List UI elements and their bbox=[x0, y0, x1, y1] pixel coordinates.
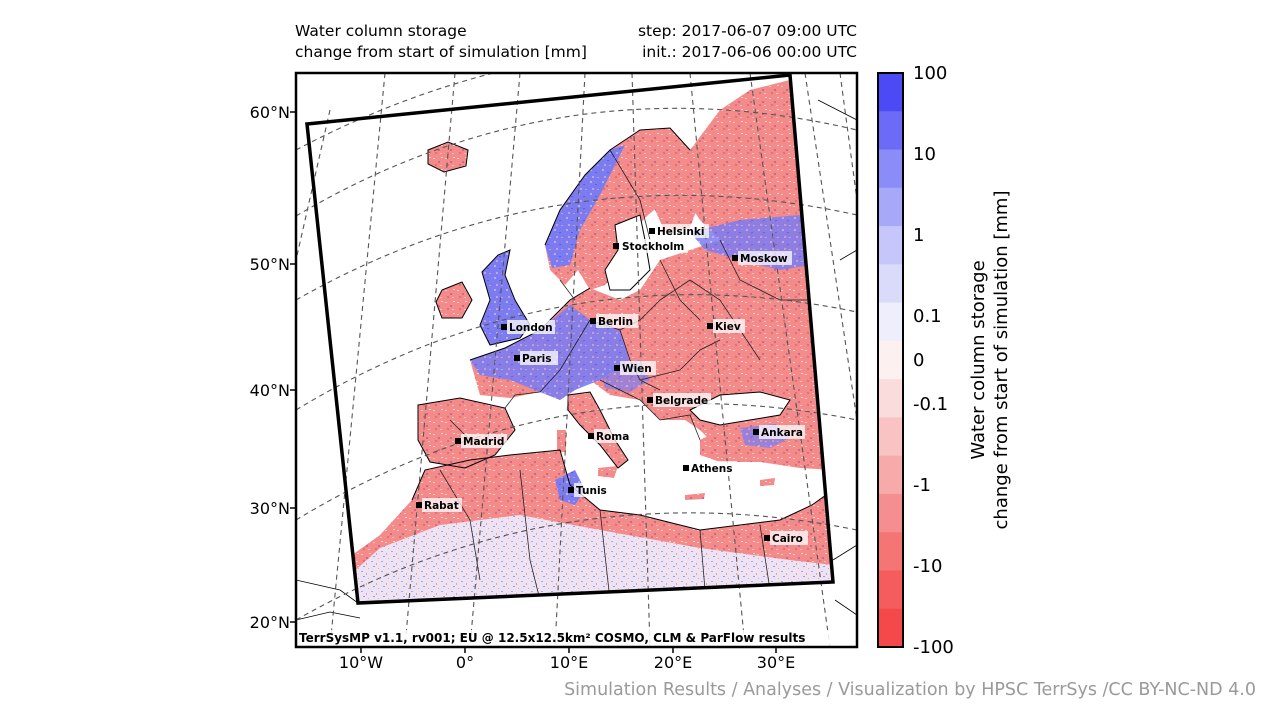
colorbar-tick-label: 100 bbox=[913, 63, 947, 84]
city-rabat: Rabat bbox=[416, 498, 462, 512]
svg-text:Madrid: Madrid bbox=[463, 436, 504, 448]
city-cairo: Cairo bbox=[764, 531, 808, 545]
init-time-label: init.: 2017-06-06 00:00 UTC bbox=[642, 43, 857, 61]
colorbar-bands bbox=[878, 73, 903, 648]
city-helsinki: Helsinki bbox=[649, 224, 709, 238]
colorbar-band bbox=[878, 455, 903, 495]
svg-text:Roma: Roma bbox=[596, 431, 629, 443]
city-athens: Athens bbox=[683, 461, 737, 475]
map-title-line2: change from start of simulation [mm] bbox=[295, 43, 587, 61]
city-wien: Wien bbox=[614, 361, 656, 375]
ireland bbox=[436, 282, 472, 318]
svg-text:Athens: Athens bbox=[691, 463, 732, 475]
simulation-domain-outline bbox=[305, 73, 835, 605]
svg-text:Rabat: Rabat bbox=[424, 500, 459, 512]
colorbar-tick-label: -10 bbox=[913, 556, 942, 577]
svg-text:Stockholm: Stockholm bbox=[622, 241, 684, 253]
colorbar-band bbox=[878, 111, 903, 151]
city-paris: Paris bbox=[514, 351, 558, 365]
colorbar-band bbox=[878, 417, 903, 457]
longitude-labels: 10°W 0° 10°E 20°E 30°E bbox=[339, 647, 795, 672]
colorbar-tick-label: -0.1 bbox=[913, 394, 948, 415]
lon-label-0: 0° bbox=[456, 653, 474, 672]
lat-label-40n: 40°N bbox=[250, 381, 290, 400]
colorbar-tick-label: -100 bbox=[913, 637, 954, 658]
city-markers: Helsinki Stockholm Moskow London Berlin … bbox=[416, 224, 808, 545]
lon-label-10e: 10°E bbox=[550, 653, 588, 672]
colorbar-tick-label: 1 bbox=[913, 225, 924, 246]
wet-zone-russia bbox=[690, 215, 830, 270]
svg-text:Belgrade: Belgrade bbox=[655, 395, 708, 407]
model-footer-text: TerrSysMP v1.1, rv001; EU @ 12.5x12.5km²… bbox=[299, 631, 805, 645]
sahara bbox=[350, 515, 833, 603]
city-roma: Roma bbox=[588, 429, 632, 443]
colorbar-band bbox=[878, 493, 903, 533]
city-london: London bbox=[501, 320, 555, 334]
city-kiev: Kiev bbox=[707, 319, 745, 333]
colorbar-ticks: 100 10 1 0.1 0 -0.1 -1 -10 -100 bbox=[913, 63, 954, 658]
latitude-labels: 60°N 50°N 40°N 30°N 20°N bbox=[250, 103, 296, 632]
colorbar-tick-label: 0 bbox=[913, 350, 924, 371]
colorbar-band bbox=[878, 73, 903, 112]
svg-text:Paris: Paris bbox=[522, 353, 552, 365]
colorbar: 100 10 1 0.1 0 -0.1 -1 -10 -100 Water column sto… bbox=[877, 63, 1012, 658]
map-title-line1: Water column storage bbox=[295, 22, 467, 40]
city-ankara: Ankara bbox=[753, 425, 805, 439]
map-frame bbox=[294, 71, 859, 649]
svg-text:Cairo: Cairo bbox=[772, 533, 803, 545]
city-moskow: Moskow bbox=[732, 251, 792, 265]
graticule bbox=[296, 73, 857, 647]
svg-text:Helsinki: Helsinki bbox=[657, 226, 704, 238]
svg-text:Ankara: Ankara bbox=[761, 427, 803, 439]
step-time-label: step: 2017-06-07 09:00 UTC bbox=[637, 22, 857, 40]
finland bbox=[650, 130, 700, 232]
map-area: Helsinki Stockholm Moskow London Berlin … bbox=[296, 73, 857, 647]
colorbar-band bbox=[878, 570, 903, 610]
black-sea bbox=[690, 392, 790, 425]
colorbar-band bbox=[878, 149, 903, 189]
lon-label-10w: 10°W bbox=[339, 653, 383, 672]
credit-line: Simulation Results / Analyses / Visualiz… bbox=[564, 680, 1256, 700]
colorbar-tick-label: 0.1 bbox=[913, 306, 942, 327]
colorbar-band bbox=[878, 302, 903, 342]
colorbar-band bbox=[878, 340, 903, 380]
svg-text:Tunis: Tunis bbox=[576, 485, 607, 497]
coastlines bbox=[411, 127, 833, 531]
lat-label-60n: 60°N bbox=[250, 103, 290, 122]
lon-label-30e: 30°E bbox=[757, 653, 795, 672]
city-belgrade: Belgrade bbox=[647, 393, 711, 407]
colorbar-band bbox=[878, 608, 903, 648]
lat-label-20n: 20°N bbox=[250, 613, 290, 632]
svg-text:Wien: Wien bbox=[622, 363, 652, 375]
city-madrid: Madrid bbox=[455, 434, 507, 448]
lat-label-30n: 30°N bbox=[250, 499, 290, 518]
colorbar-label-line1: Water column storage bbox=[968, 260, 989, 459]
national-borders bbox=[439, 149, 820, 601]
svg-text:Kiev: Kiev bbox=[715, 321, 741, 333]
colorbar-tick-label: 10 bbox=[913, 144, 936, 165]
colorbar-band bbox=[878, 379, 903, 418]
iberia bbox=[418, 398, 515, 468]
colorbar-label-line2: change from start of simulation [mm] bbox=[991, 191, 1012, 530]
colorbar-band bbox=[878, 532, 903, 571]
lat-label-50n: 50°N bbox=[250, 255, 290, 274]
svg-text:London: London bbox=[509, 322, 553, 334]
colorbar-band bbox=[878, 264, 903, 304]
city-tunis: Tunis bbox=[568, 483, 612, 497]
svg-text:Moskow: Moskow bbox=[740, 253, 788, 265]
colorbar-band bbox=[878, 226, 903, 265]
colorbar-tick-label: -1 bbox=[913, 475, 931, 496]
colorbar-band bbox=[878, 187, 903, 227]
lon-label-20e: 20°E bbox=[654, 653, 692, 672]
city-stockholm: Stockholm bbox=[613, 239, 688, 253]
norway-west-coast bbox=[545, 145, 625, 268]
city-berlin: Berlin bbox=[590, 314, 638, 328]
svg-text:Berlin: Berlin bbox=[598, 316, 633, 328]
